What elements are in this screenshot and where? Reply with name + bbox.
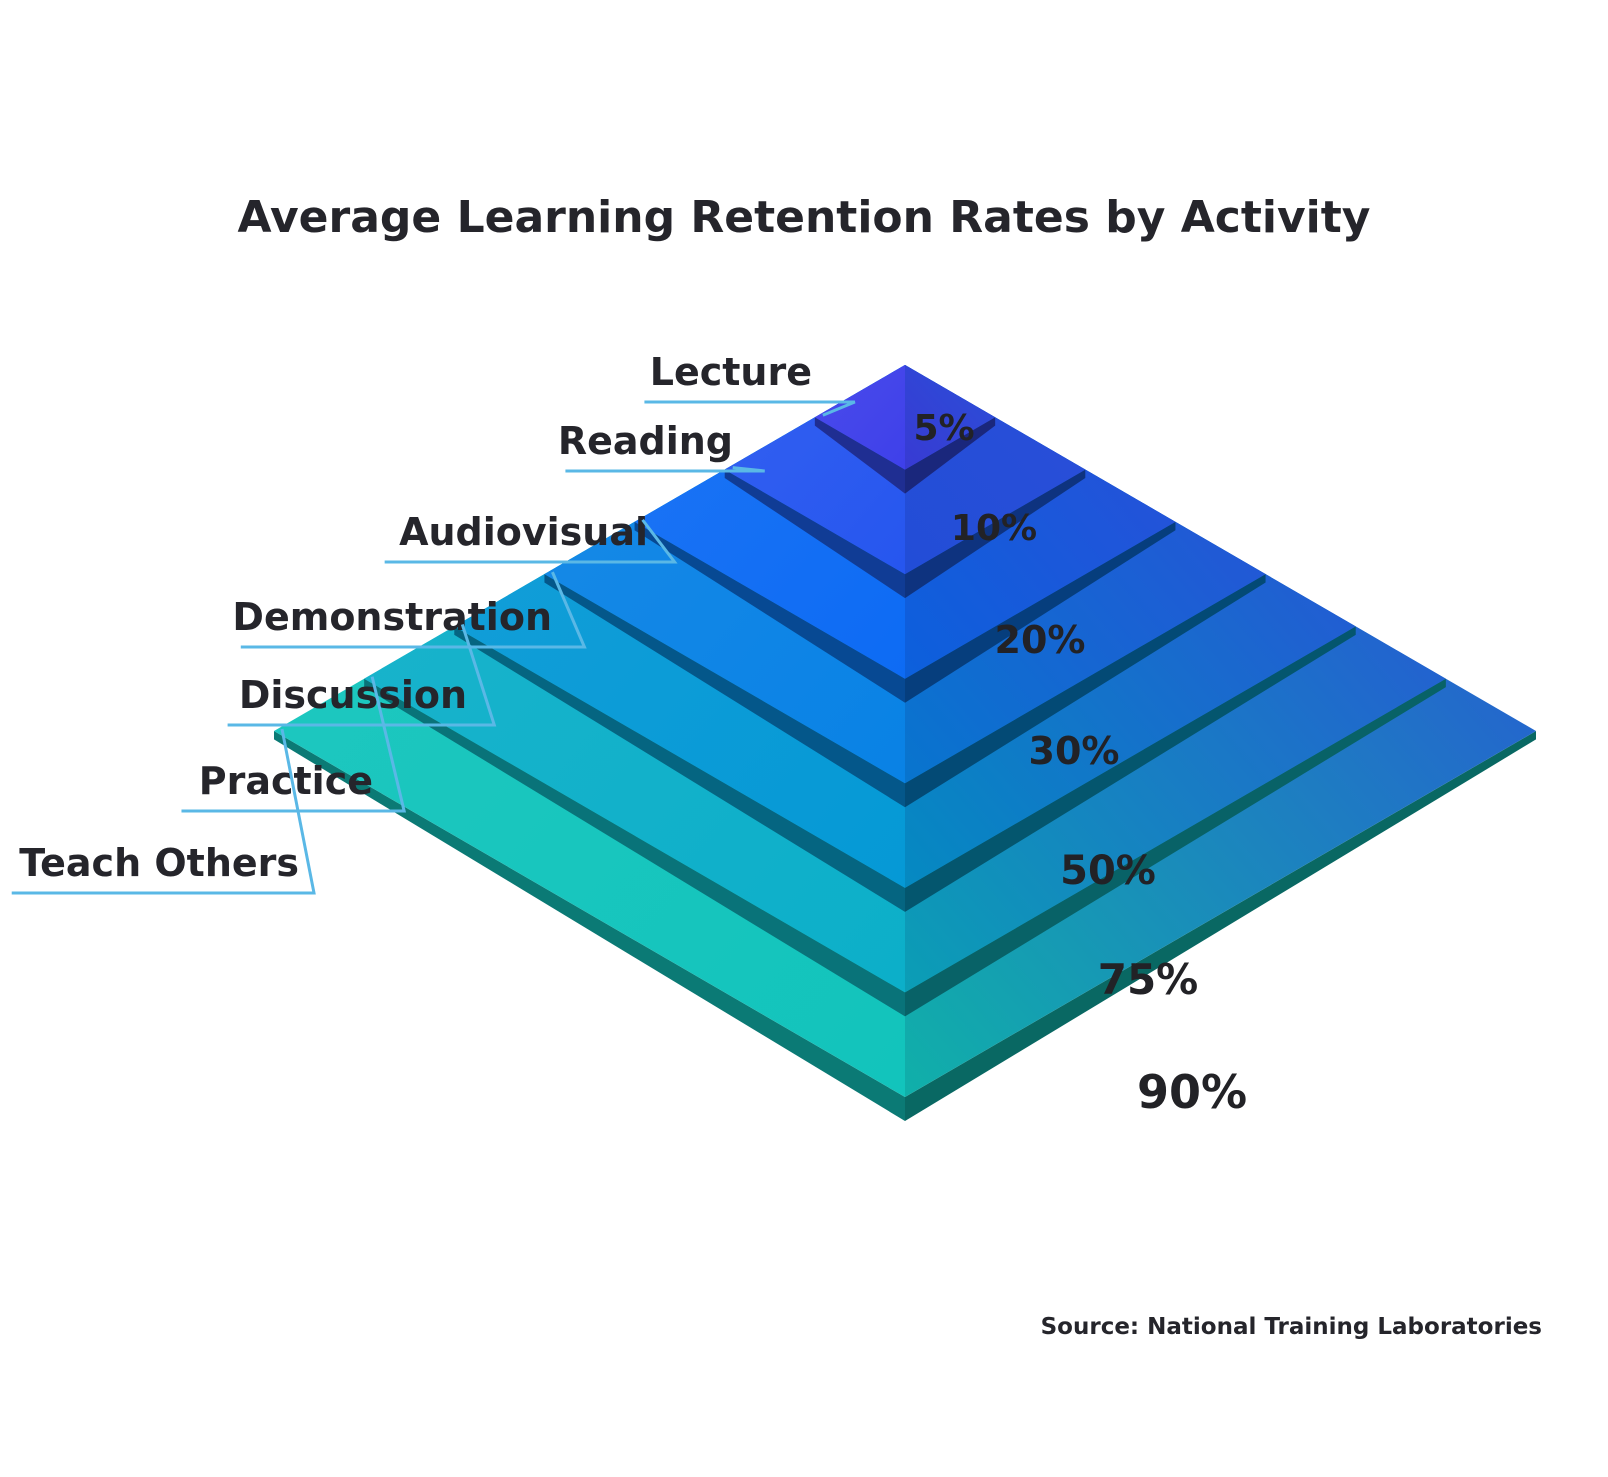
- retention-rate-5: 50%: [1060, 848, 1156, 894]
- activity-label-6: Practice: [181, 676, 407, 813]
- source-note: Source: National Training Laboratories: [1041, 1314, 1542, 1340]
- tier-5-right-band: [905, 626, 1356, 912]
- tier-7-right-band: [905, 731, 1536, 1121]
- activity-name: Demonstration: [232, 595, 552, 639]
- activity-label-3: Audiovisual: [384, 510, 678, 564]
- leader-line: [384, 518, 678, 564]
- activity-label-1: Lecture: [644, 350, 856, 417]
- tier-1-left-face: [814, 365, 905, 470]
- diagram-title: Average Learning Retention Rates by Acti…: [238, 192, 1371, 243]
- tier-3-right-band: [905, 521, 1176, 703]
- activity-name: Lecture: [650, 350, 812, 394]
- tier-1-left-band: [814, 417, 905, 494]
- retention-rate-7: 90%: [1137, 1065, 1247, 1119]
- tier-1: [814, 365, 996, 494]
- leader-line: [181, 676, 407, 813]
- activity-name: Teach Others: [19, 841, 299, 885]
- retention-rate-1: 5%: [913, 408, 974, 449]
- activity-name: Reading: [558, 419, 733, 463]
- tier-4-left-band: [544, 574, 905, 808]
- leader-line: [11, 728, 316, 895]
- activity-labels: Lecture Reading Audiovisual Demonstration Di…: [11, 350, 856, 895]
- leader-line: [565, 466, 765, 473]
- activity-label-2: Reading: [558, 419, 765, 473]
- retention-rate-6: 75%: [1098, 955, 1199, 1004]
- tier-3-left-band: [634, 521, 905, 703]
- retention-rate-2: 10%: [951, 508, 1037, 549]
- pyramid-tiers: [274, 365, 1536, 1121]
- tier-6-right-band: [905, 678, 1446, 1017]
- tier-2-right-band: [905, 469, 1086, 599]
- activity-name: Practice: [199, 759, 373, 803]
- leader-line: [644, 400, 856, 417]
- activity-name: Discussion: [239, 673, 467, 717]
- leader-line: [240, 571, 587, 649]
- retention-rate-3: 20%: [995, 618, 1086, 662]
- tier-1-right-face: [905, 365, 996, 470]
- tier-6-left-band: [364, 678, 906, 1017]
- activity-label-4: Demonstration: [232, 571, 587, 649]
- retention-rates: 5% 10% 20% 30% 50% 75% 90%: [913, 408, 1247, 1119]
- leader-line: [227, 623, 497, 727]
- activity-name: Audiovisual: [399, 510, 648, 554]
- tier-5-left-band: [454, 626, 905, 912]
- retention-rate-4: 30%: [1029, 729, 1120, 773]
- tier-7-left-band: [274, 731, 905, 1121]
- tier-1-right-band: [905, 417, 996, 494]
- activity-label-7: Teach Others: [11, 728, 316, 895]
- tier-2-left-band: [724, 469, 905, 599]
- activity-label-5: Discussion: [227, 623, 497, 727]
- tier-4-right-band: [905, 574, 1266, 808]
